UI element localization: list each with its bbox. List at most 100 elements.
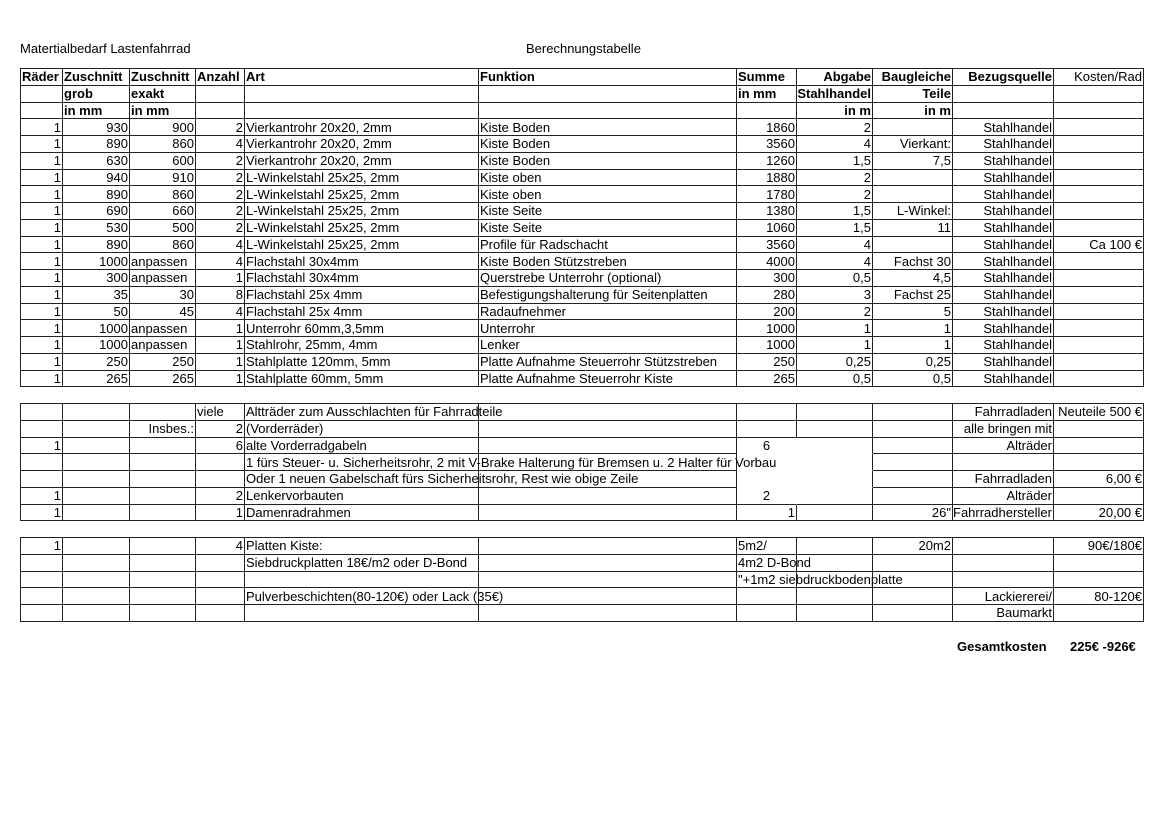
table-cell[interactable]: 4,5 [873, 270, 953, 287]
table-cell[interactable]: 2 [196, 487, 245, 505]
table-cell[interactable] [479, 504, 737, 522]
table-cell[interactable]: alle bringen mit [953, 420, 1054, 438]
table-cell[interactable]: Stahlhandel [953, 370, 1054, 388]
table-cell[interactable]: 1 [196, 270, 245, 287]
table-cell[interactable]: anpassen [130, 320, 196, 337]
header-cell[interactable]: Zuschnitt [63, 69, 130, 86]
table-cell[interactable] [1054, 152, 1144, 170]
table-cell[interactable]: "+1m2 siebdruckbodenplatte [737, 571, 903, 589]
table-cell[interactable]: 1 [21, 320, 63, 337]
table-cell[interactable]: 890 [63, 236, 130, 254]
table-cell[interactable]: L-Winkelstahl 25x25, 2mm [245, 186, 479, 203]
table-cell[interactable]: 1 [196, 337, 245, 354]
table-cell[interactable] [1054, 303, 1144, 321]
table-cell[interactable]: Insbes.: [130, 420, 196, 438]
table-cell[interactable]: 1 [21, 219, 63, 237]
header-cell[interactable] [245, 102, 479, 120]
table-cell[interactable] [479, 420, 737, 438]
table-cell[interactable] [21, 605, 63, 622]
table-cell[interactable] [873, 119, 953, 136]
header-cell[interactable]: Summe [737, 69, 797, 86]
table-cell[interactable] [245, 571, 479, 589]
table-cell[interactable]: 250 [63, 353, 130, 371]
table-cell[interactable]: 20,00 € [1054, 504, 1144, 522]
table-cell[interactable]: Stahlhandel [953, 320, 1054, 337]
table-cell[interactable] [21, 404, 63, 421]
table-cell[interactable]: Baumarkt [953, 605, 1054, 622]
table-cell[interactable]: 1 [21, 203, 63, 220]
table-cell[interactable] [737, 420, 797, 438]
table-cell[interactable]: L-Winkel: [873, 203, 953, 220]
table-cell[interactable]: Radaufnehmer [479, 303, 737, 321]
table-cell[interactable]: 4 [196, 253, 245, 270]
table-cell[interactable] [953, 571, 1054, 589]
header-cell[interactable] [196, 85, 245, 103]
table-cell[interactable]: Vierkantrohr 20x20, 2mm [245, 136, 479, 153]
table-cell[interactable]: Flachstahl 30x4mm [245, 253, 479, 270]
table-cell[interactable]: 0,25 [797, 353, 873, 371]
header-cell[interactable] [196, 102, 245, 120]
table-cell[interactable]: 1000 [737, 320, 797, 337]
table-cell[interactable]: 300 [737, 270, 797, 287]
table-cell[interactable]: 6 [737, 438, 797, 455]
table-cell[interactable]: 1060 [737, 219, 797, 237]
header-cell[interactable] [953, 102, 1054, 120]
table-cell[interactable]: 1260 [737, 152, 797, 170]
header-cell[interactable]: Art [245, 69, 479, 86]
table-cell[interactable]: 890 [63, 186, 130, 203]
table-cell[interactable]: 80-120€ [1054, 588, 1144, 605]
table-cell[interactable] [479, 487, 737, 505]
table-cell[interactable]: 26" [873, 504, 953, 522]
table-cell[interactable] [479, 454, 737, 471]
table-cell[interactable]: 0,5 [873, 370, 953, 388]
table-cell[interactable]: 200 [737, 303, 797, 321]
header-cell[interactable] [1054, 102, 1144, 120]
table-cell[interactable] [1054, 270, 1144, 287]
table-cell[interactable]: 4 [797, 136, 873, 153]
table-cell[interactable] [873, 236, 953, 254]
table-cell[interactable]: 2 [797, 169, 873, 187]
table-cell[interactable]: 50 [63, 303, 130, 321]
table-cell[interactable] [1054, 169, 1144, 187]
table-cell[interactable]: 1 [21, 270, 63, 287]
table-cell[interactable]: Stahlhandel [953, 353, 1054, 371]
table-cell[interactable]: Stahlhandel [953, 203, 1054, 220]
table-cell[interactable]: Kiste Boden [479, 119, 737, 136]
table-cell[interactable]: 1 [21, 487, 63, 505]
table-cell[interactable] [797, 454, 873, 471]
header-cell[interactable]: Räder [21, 69, 63, 86]
table-cell[interactable]: 3560 [737, 136, 797, 153]
header-cell[interactable]: Abgabe [797, 69, 873, 86]
table-cell[interactable]: Querstrebe Unterrohr (optional) [479, 270, 737, 287]
table-cell[interactable]: Fachst 25 [873, 286, 953, 304]
table-cell[interactable] [1054, 186, 1144, 203]
table-cell[interactable]: Stahlhandel [953, 236, 1054, 254]
header-cell[interactable]: in m [873, 102, 953, 120]
table-cell[interactable]: Fahrradladen [953, 471, 1054, 488]
table-cell[interactable]: 265 [130, 370, 196, 388]
table-cell[interactable]: Stahlhandel [953, 152, 1054, 170]
table-cell[interactable]: 1 [21, 119, 63, 136]
table-cell[interactable] [196, 571, 245, 589]
table-cell[interactable] [797, 504, 873, 522]
table-cell[interactable] [63, 605, 130, 622]
table-cell[interactable] [63, 454, 130, 471]
table-cell[interactable]: 860 [130, 236, 196, 254]
table-cell[interactable] [130, 588, 196, 605]
table-cell[interactable]: Stahlhandel [953, 169, 1054, 187]
table-cell[interactable]: 4 [196, 136, 245, 153]
table-cell[interactable] [21, 471, 63, 488]
table-cell[interactable] [1054, 203, 1144, 220]
table-cell[interactable] [873, 571, 953, 589]
table-cell[interactable]: Oder 1 neuen Gabelschaft fürs Sicherheit… [245, 471, 638, 488]
table-cell[interactable]: Stahlhandel [953, 286, 1054, 304]
table-cell[interactable] [1054, 353, 1144, 371]
table-cell[interactable]: 1380 [737, 203, 797, 220]
table-cell[interactable] [797, 471, 873, 488]
table-cell[interactable] [873, 437, 953, 455]
table-cell[interactable] [196, 554, 245, 572]
table-cell[interactable] [873, 588, 953, 605]
table-cell[interactable]: 1 [21, 136, 63, 153]
table-cell[interactable]: 2 [196, 119, 245, 136]
table-cell[interactable]: Neuteile 500 € [1054, 404, 1144, 421]
